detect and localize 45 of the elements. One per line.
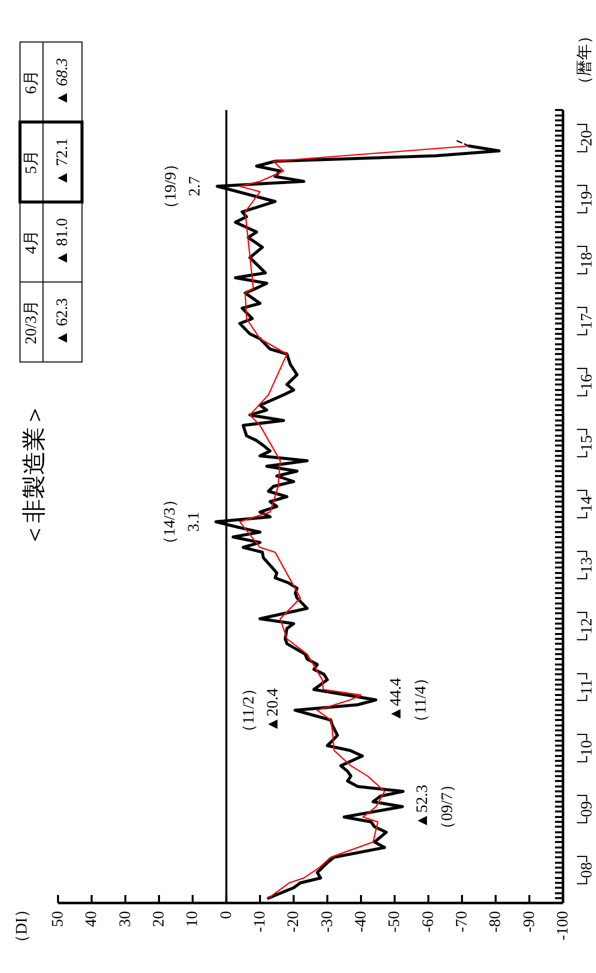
annotation: ▲ 62.3 (54, 298, 71, 346)
y-tick-label: └12┘ (576, 606, 596, 646)
text: ＜非製造業＞ (22, 403, 48, 547)
annotation: （14/3） 3.1 (161, 492, 202, 552)
x-tick-label: -80 (487, 911, 504, 932)
y-tick-label: └11┘ (576, 668, 596, 706)
text: ▲ 68.3 (54, 58, 71, 106)
annotation: （19/9） 2.7 (162, 156, 204, 216)
x-tick-label: -50 (386, 911, 404, 932)
x-tick-label: 0 (218, 911, 235, 919)
x-tick-label: -10 (252, 911, 268, 932)
annotation: ▲52.3 （09/7） (414, 776, 456, 837)
x-tick-label: -30 (318, 911, 336, 932)
x-tick-label: -20 (285, 911, 302, 932)
x-tick-label: -40 (352, 911, 370, 932)
text: （DI） (14, 902, 30, 950)
y-tick-label: └20┘ (576, 118, 596, 158)
text: 6月 (23, 70, 40, 94)
text: 20/3月 (23, 300, 40, 344)
x-tick-label: -100 (554, 911, 572, 940)
y-tick-label: └09┘ (576, 790, 596, 828)
y-tick-label: └18┘ (576, 240, 596, 280)
y-tick-label: └13┘ (576, 546, 596, 584)
y-tick-label: └19┘ (576, 180, 596, 218)
y-tick-label: └15┘ (576, 424, 596, 462)
text: 4月 (23, 230, 40, 254)
y-tick-label: └16┘ (576, 362, 596, 402)
x-tick-label: 50 (50, 911, 66, 927)
annotation: ▲ 72.1 (54, 138, 71, 186)
x-tick-label: 40 (83, 911, 100, 927)
y-tick-label: └14┘ (576, 484, 596, 524)
x-tick-label: 20 (150, 911, 168, 927)
annotation: （11/2） ▲20.4 (240, 680, 282, 740)
annotation: ▲ 81.0 (54, 218, 71, 266)
x-tick-label: 10 (184, 911, 202, 927)
x-tick-label: -60 (420, 911, 437, 932)
annotation: ▲44.4 （11/4） (387, 670, 430, 730)
x-tick-label: 30 (116, 911, 134, 927)
y-tick-label: └08┘ (576, 850, 596, 890)
x-tick-label: -90 (520, 911, 538, 932)
x-tick-label: -70 (454, 911, 470, 932)
y-tick-label: └10┘ (576, 728, 596, 768)
text: 5月 (23, 150, 40, 174)
y-axis-title: （暦年） (576, 28, 594, 92)
y-tick-label: └17┘ (576, 302, 596, 340)
